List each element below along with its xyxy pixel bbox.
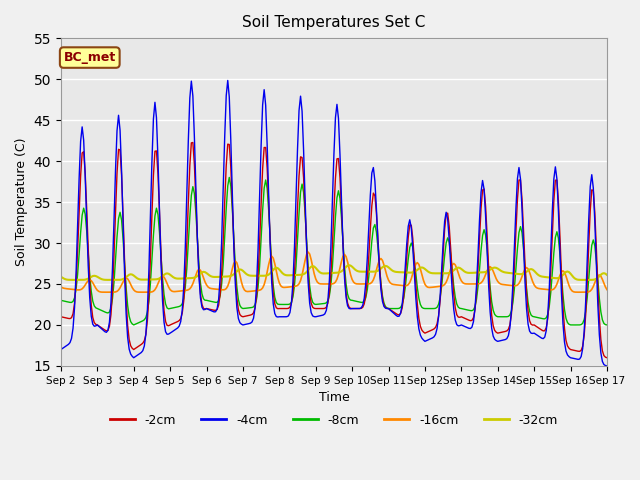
Y-axis label: Soil Temperature (C): Soil Temperature (C) [15, 138, 28, 266]
X-axis label: Time: Time [319, 391, 349, 404]
Text: BC_met: BC_met [63, 51, 116, 64]
Legend: -2cm, -4cm, -8cm, -16cm, -32cm: -2cm, -4cm, -8cm, -16cm, -32cm [105, 409, 563, 432]
Title: Soil Temperatures Set C: Soil Temperatures Set C [242, 15, 426, 30]
